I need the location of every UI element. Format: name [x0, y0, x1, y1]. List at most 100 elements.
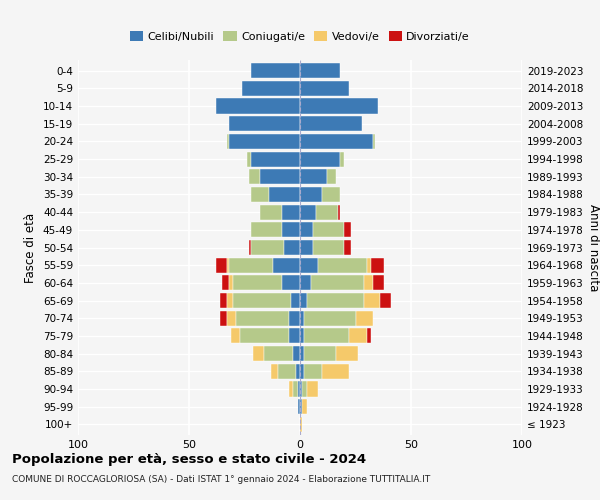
Bar: [233, 293, 291, 308]
Bar: [318, 258, 367, 272]
Bar: [260, 204, 282, 220]
Bar: [311, 276, 364, 290]
Bar: [300, 364, 304, 379]
Bar: [251, 152, 300, 166]
Bar: [300, 152, 340, 166]
Bar: [265, 346, 293, 361]
Legend: Celibi/Nubili, Coniugati/e, Vedovi/e, Divorziati/e: Celibi/Nubili, Coniugati/e, Vedovi/e, Di…: [127, 28, 473, 46]
Bar: [289, 310, 300, 326]
Bar: [293, 346, 300, 361]
Y-axis label: Fasce di età: Fasce di età: [25, 212, 37, 282]
Bar: [220, 310, 227, 326]
Bar: [300, 293, 307, 308]
Bar: [304, 364, 322, 379]
Bar: [274, 258, 300, 272]
Bar: [313, 222, 344, 238]
Bar: [300, 382, 302, 396]
Bar: [229, 276, 233, 290]
Bar: [304, 346, 335, 361]
Bar: [300, 417, 302, 432]
Bar: [223, 276, 229, 290]
Bar: [291, 293, 300, 308]
Bar: [236, 310, 289, 326]
Bar: [349, 328, 367, 344]
Bar: [344, 240, 351, 255]
Bar: [313, 240, 344, 255]
Bar: [300, 328, 304, 344]
Bar: [364, 276, 373, 290]
Bar: [227, 293, 233, 308]
Bar: [338, 204, 340, 220]
Bar: [296, 364, 300, 379]
Bar: [322, 364, 349, 379]
Y-axis label: Anni di nascita: Anni di nascita: [587, 204, 600, 291]
Bar: [247, 152, 251, 166]
Text: COMUNE DI ROCCAGLORIOSA (SA) - Dati ISTAT 1° gennaio 2024 - Elaborazione TUTTITA: COMUNE DI ROCCAGLORIOSA (SA) - Dati ISTA…: [12, 475, 430, 484]
Bar: [300, 187, 322, 202]
Bar: [278, 364, 296, 379]
Bar: [355, 310, 373, 326]
Bar: [322, 187, 340, 202]
Bar: [300, 240, 313, 255]
Bar: [307, 293, 364, 308]
Bar: [227, 258, 229, 272]
Bar: [300, 98, 378, 114]
Bar: [298, 399, 300, 414]
Bar: [282, 204, 300, 220]
Bar: [300, 116, 362, 131]
Bar: [302, 382, 307, 396]
Bar: [220, 293, 227, 308]
Bar: [271, 364, 278, 379]
Bar: [307, 382, 318, 396]
Bar: [249, 169, 260, 184]
Text: Popolazione per età, sesso e stato civile - 2024: Popolazione per età, sesso e stato civil…: [12, 452, 366, 466]
Bar: [253, 346, 265, 361]
Bar: [229, 134, 300, 149]
Bar: [300, 204, 316, 220]
Bar: [269, 187, 300, 202]
Bar: [373, 134, 376, 149]
Bar: [251, 63, 300, 78]
Bar: [282, 276, 300, 290]
Bar: [242, 81, 300, 96]
Bar: [227, 134, 229, 149]
Bar: [215, 258, 227, 272]
Bar: [373, 276, 385, 290]
Bar: [340, 152, 344, 166]
Bar: [289, 382, 293, 396]
Bar: [229, 258, 274, 272]
Bar: [300, 310, 304, 326]
Bar: [260, 169, 300, 184]
Bar: [227, 310, 236, 326]
Bar: [304, 310, 355, 326]
Bar: [300, 399, 302, 414]
Bar: [300, 346, 304, 361]
Bar: [284, 240, 300, 255]
Bar: [371, 258, 385, 272]
Bar: [316, 204, 338, 220]
Bar: [304, 328, 349, 344]
Bar: [215, 98, 300, 114]
Bar: [240, 328, 289, 344]
Bar: [300, 258, 318, 272]
Bar: [229, 116, 300, 131]
Bar: [326, 169, 335, 184]
Bar: [367, 328, 371, 344]
Bar: [289, 328, 300, 344]
Bar: [231, 328, 240, 344]
Bar: [251, 187, 269, 202]
Bar: [298, 382, 300, 396]
Bar: [233, 276, 282, 290]
Bar: [300, 169, 326, 184]
Bar: [293, 382, 298, 396]
Bar: [364, 293, 380, 308]
Bar: [282, 222, 300, 238]
Bar: [367, 258, 371, 272]
Bar: [380, 293, 391, 308]
Bar: [300, 276, 311, 290]
Bar: [344, 222, 351, 238]
Bar: [300, 134, 373, 149]
Bar: [335, 346, 358, 361]
Bar: [300, 222, 313, 238]
Bar: [249, 240, 251, 255]
